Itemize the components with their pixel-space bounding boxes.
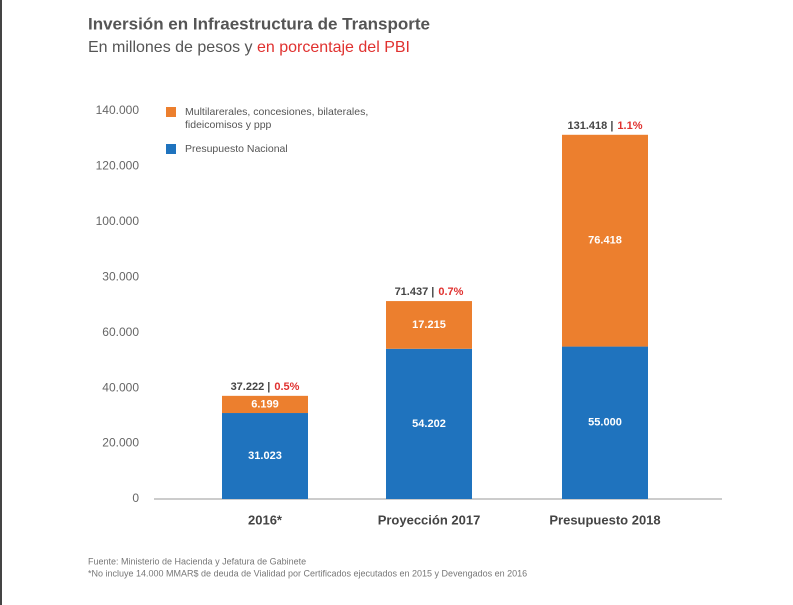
- legend-label: Multilarerales, concesiones, bilaterales…: [185, 106, 369, 131]
- y-tick-label: 100.000: [96, 214, 140, 228]
- y-tick-label: 140.000: [96, 103, 140, 117]
- bar-segment: [222, 413, 308, 499]
- footnote: Fuente: Ministerio de Hacienda y Jefatur…: [88, 556, 306, 566]
- y-tick-label: 0: [132, 491, 139, 505]
- bar-segment: [222, 395, 308, 414]
- legend-swatch: [166, 107, 176, 117]
- value-label: 76.418: [588, 235, 622, 247]
- total-pct: 0.5%: [274, 381, 299, 393]
- x-tick-label: Presupuesto 2018: [549, 512, 660, 527]
- subtitle-highlight: en porcentaje del PBI: [257, 39, 410, 56]
- value-label: 17.215: [412, 319, 446, 331]
- value-label: 55.000: [588, 417, 622, 429]
- total-value: 71.437 |: [395, 286, 435, 298]
- value-label: 6.199: [251, 398, 279, 410]
- chart-subtitle: En millones de pesos y en porcentaje del…: [88, 39, 410, 56]
- value-label: 54.202: [412, 418, 446, 430]
- total-pct: 0.7%: [438, 286, 463, 298]
- total-pct: 1.1%: [617, 120, 642, 132]
- legend-item: Multilarerales, concesiones, bilaterales…: [166, 106, 370, 132]
- value-label: 31.023: [248, 450, 282, 462]
- total-label: 131.418 | 1.1%: [568, 120, 643, 132]
- legend-swatch: [166, 144, 176, 154]
- y-tick-label: 40.000: [102, 380, 139, 394]
- total-value: 37.222 |: [231, 381, 271, 393]
- y-tick-label: 30.000: [102, 269, 139, 283]
- total-value: 131.418 |: [568, 120, 614, 132]
- total-label: 71.437 | 0.7%: [395, 286, 464, 298]
- y-tick-label: 60.000: [102, 325, 139, 339]
- legend-item: Presupuesto Nacional: [166, 143, 370, 156]
- total-label: 37.222 | 0.5%: [231, 381, 300, 393]
- x-tick-label: 2016*: [248, 512, 283, 527]
- footnote: *No incluye 14.000 MMAR$ de deuda de Via…: [88, 568, 527, 578]
- subtitle-text: En millones de pesos y: [88, 39, 257, 56]
- chart-title: Inversión en Infraestructura de Transpor…: [88, 14, 430, 33]
- bar-segment: [562, 134, 648, 347]
- bar-segment: [562, 346, 648, 499]
- bar-segment: [386, 301, 472, 349]
- y-tick-label: 120.000: [96, 159, 140, 173]
- x-tick-label: Proyección 2017: [378, 512, 481, 527]
- legend-label: Presupuesto Nacional: [185, 143, 288, 155]
- y-tick-label: 20.000: [102, 436, 139, 450]
- bar-segment: [386, 348, 472, 499]
